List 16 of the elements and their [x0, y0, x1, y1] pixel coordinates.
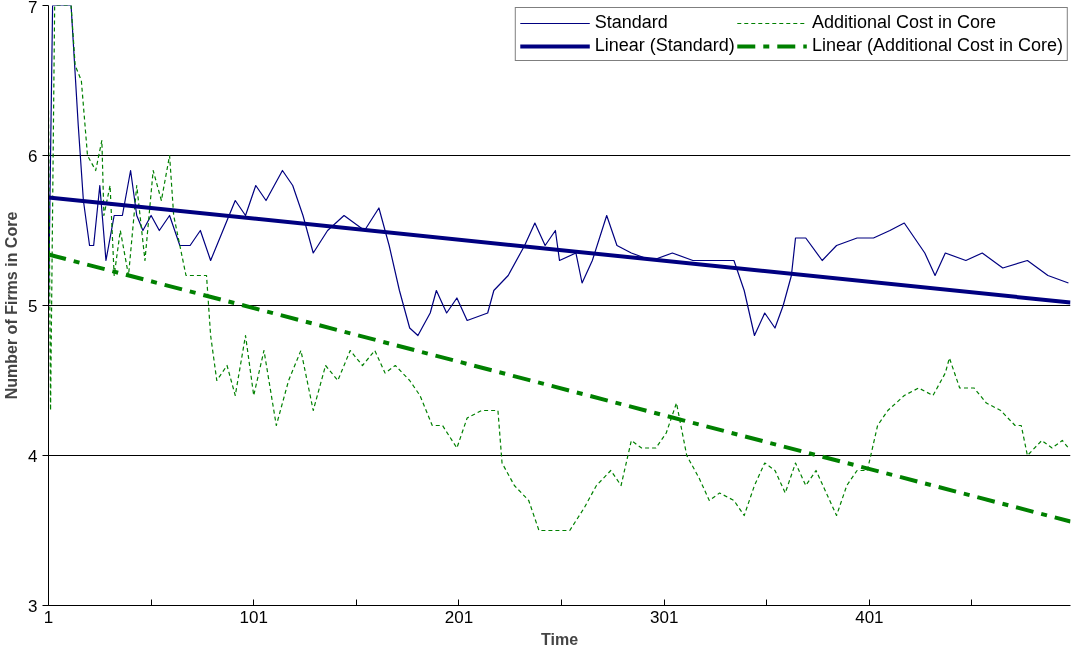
- y-tick-label: 7: [28, 0, 38, 17]
- y-tick-label: 4: [28, 446, 38, 466]
- legend-label: Additional Cost in Core: [811, 12, 996, 33]
- x-axis-title: Time: [540, 630, 579, 648]
- y-tick-label: 3: [28, 596, 38, 616]
- legend-label: Linear (Additional Cost in Core): [811, 35, 1063, 56]
- x-tick-label: 1: [43, 607, 54, 627]
- x-tick-label: 401: [855, 607, 884, 627]
- x-tick-label: 201: [444, 607, 474, 627]
- y-tick-label: 5: [28, 296, 38, 316]
- x-tick-label: 101: [239, 607, 268, 627]
- y-axis-title: Number of Firms in Core: [3, 211, 21, 400]
- legend-label: Standard: [594, 12, 668, 33]
- x-tick-label: 301: [649, 607, 679, 627]
- legend-label: Linear (Standard): [594, 35, 735, 56]
- y-tick-label: 6: [28, 146, 38, 166]
